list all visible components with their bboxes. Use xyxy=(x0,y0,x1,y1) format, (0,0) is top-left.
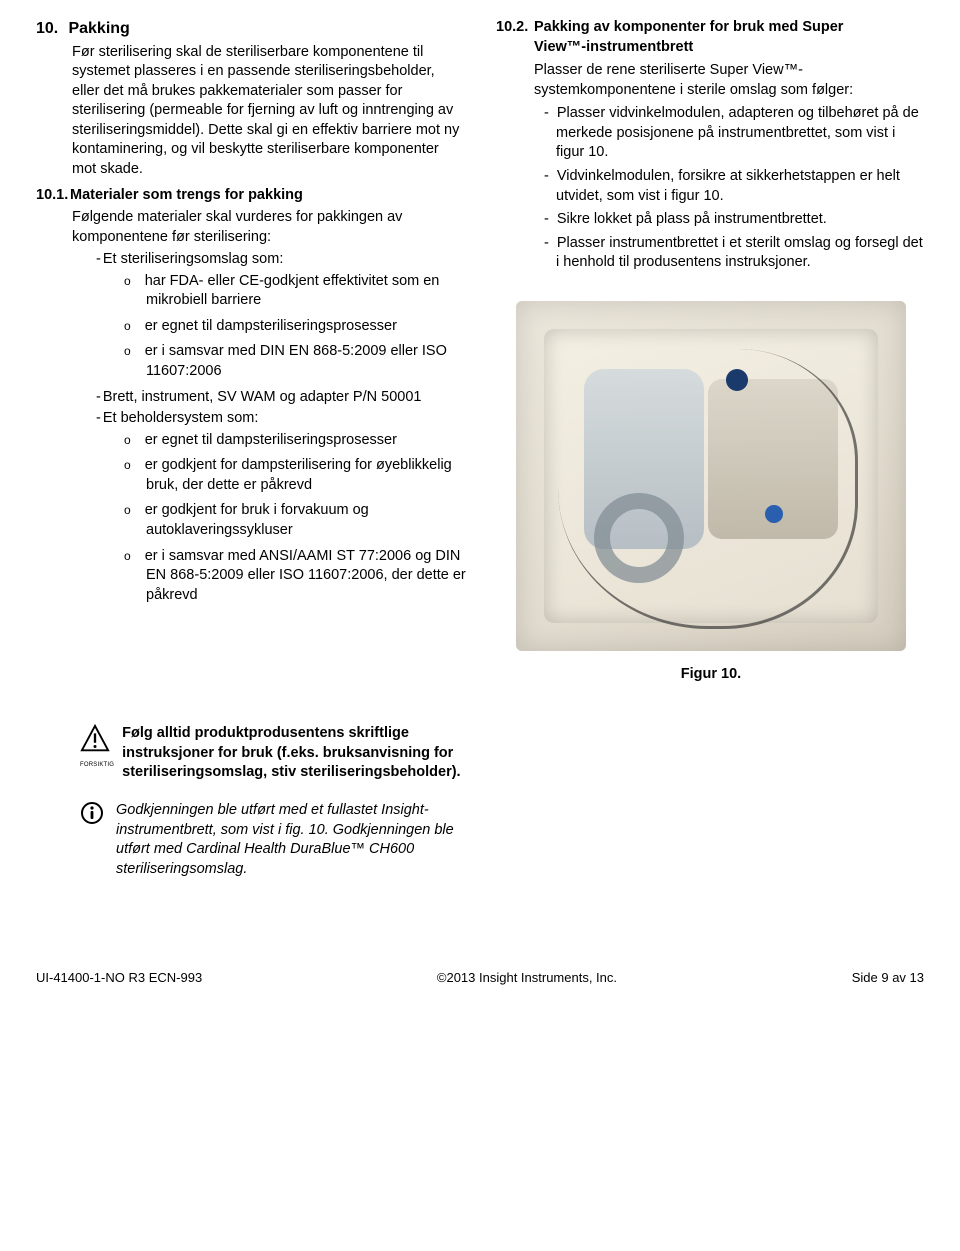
subsection-title: Materialer som trengs for pakking xyxy=(70,187,303,203)
dash-item: Brett, instrument, SV WAM og adapter P/N… xyxy=(106,388,466,408)
right-body: Plasser de rene steriliserte Super View™… xyxy=(534,61,924,100)
section-number: 10. xyxy=(36,18,64,40)
right-dash-item: Vidvinkelmodulen, forsikre at sikkerhets… xyxy=(556,167,924,206)
info-row: Godkjenningen ble utført med et fullaste… xyxy=(80,801,924,879)
right-dash-item: Plasser instrumentbrettet i et sterilt o… xyxy=(556,234,924,273)
subsection-number: 10.1. xyxy=(36,186,70,206)
right-heading-title: Pakking av komponenter for bruk med Supe… xyxy=(534,18,864,57)
subsection-heading: 10.1.Materialer som trengs for pakking xyxy=(36,186,466,206)
circle-item: er i samsvar med ANSI/AAMI ST 77:2006 og… xyxy=(146,547,466,606)
warning-label: FORSIKTIG xyxy=(80,761,114,769)
section-heading: 10. Pakking xyxy=(36,18,466,40)
materials-intro: Følgende materialer skal vurderes for pa… xyxy=(72,208,466,247)
right-dash-item: Sikre lokket på plass på instrumentbrett… xyxy=(556,210,924,230)
dash-item: Et steriliseringsomslag som: xyxy=(106,250,466,270)
figure-caption: Figur 10. xyxy=(516,665,906,685)
figure-block: Figur 10. xyxy=(496,301,924,685)
circle-item: er egnet til dampsteriliseringsprosesser xyxy=(146,431,466,451)
footer-left: UI-41400-1-NO R3 ECN-993 xyxy=(36,969,202,987)
dash-item: Et beholdersystem som: xyxy=(106,409,466,429)
circle-item: er egnet til dampsteriliseringsprosesser xyxy=(146,317,466,337)
warning-icon: FORSIKTIG xyxy=(80,724,114,783)
page-footer: UI-41400-1-NO R3 ECN-993 ©2013 Insight I… xyxy=(36,969,924,987)
circle-item: er godkjent for bruk i forvakuum og auto… xyxy=(146,501,466,540)
warning-text: Følg alltid produktprodusentens skriftli… xyxy=(122,724,482,783)
circle-item: er i samsvar med DIN EN 868-5:2009 eller… xyxy=(146,342,466,381)
footer-right: Side 9 av 13 xyxy=(852,969,924,987)
warning-row: FORSIKTIG Følg alltid produktprodusenten… xyxy=(80,724,924,783)
section-title: Pakking xyxy=(68,20,129,37)
right-dash-item: Plasser vidvinkelmodulen, adapteren og t… xyxy=(556,104,924,163)
footer-center: ©2013 Insight Instruments, Inc. xyxy=(437,969,617,987)
figure-image xyxy=(516,301,906,651)
tray-graphic xyxy=(544,329,878,623)
right-heading: 10.2.Pakking av komponenter for bruk med… xyxy=(496,18,924,57)
circle-item: er godkjent for dampsterilisering for øy… xyxy=(146,456,466,495)
circle-item: har FDA- eller CE-godkjent effektivitet … xyxy=(146,272,466,311)
right-heading-number: 10.2. xyxy=(496,18,534,38)
info-icon xyxy=(80,801,108,879)
info-text: Godkjenningen ble utført med et fullaste… xyxy=(116,801,476,879)
intro-text: Før sterilisering skal de steriliserbare… xyxy=(72,43,466,180)
